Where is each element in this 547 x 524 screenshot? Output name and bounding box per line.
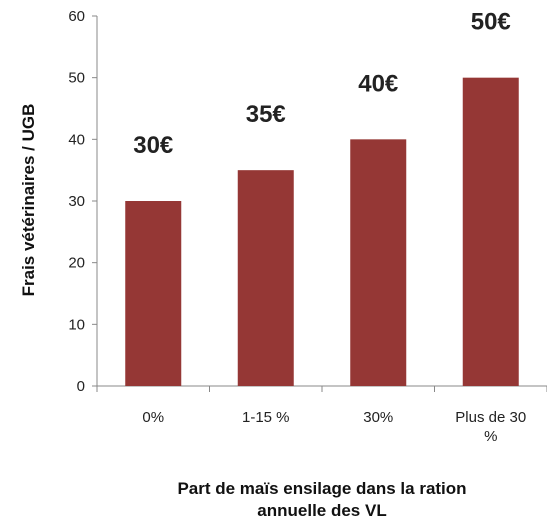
- x-tick-label: 0%: [142, 409, 165, 426]
- x-axis-title: annuelle des VL: [257, 501, 386, 520]
- x-tick-label: 30%: [363, 409, 394, 426]
- data-label: 35€: [246, 101, 286, 128]
- bar: [350, 139, 407, 386]
- y-tick-label: 40: [68, 131, 85, 148]
- data-label: 50€: [471, 9, 511, 36]
- y-tick-label: 50: [68, 70, 85, 87]
- y-tick-label: 60: [68, 8, 85, 25]
- data-label: 40€: [358, 70, 398, 97]
- bar: [237, 170, 294, 386]
- y-tick-label: 0: [77, 378, 85, 395]
- x-axis-title: Part de maïs ensilage dans la ration: [177, 479, 466, 498]
- x-tick-label: Plus de 30 %: [455, 409, 527, 445]
- x-tick-label: 1-15 %: [241, 409, 290, 426]
- y-tick-label: 30: [68, 193, 85, 210]
- y-axis-title: Frais vétérinaires / UGB: [19, 104, 38, 297]
- bar: [462, 77, 519, 387]
- y-tick-label: 10: [68, 316, 85, 333]
- bar: [125, 201, 182, 386]
- y-tick-label: 20: [68, 255, 85, 272]
- data-label: 30€: [133, 132, 173, 159]
